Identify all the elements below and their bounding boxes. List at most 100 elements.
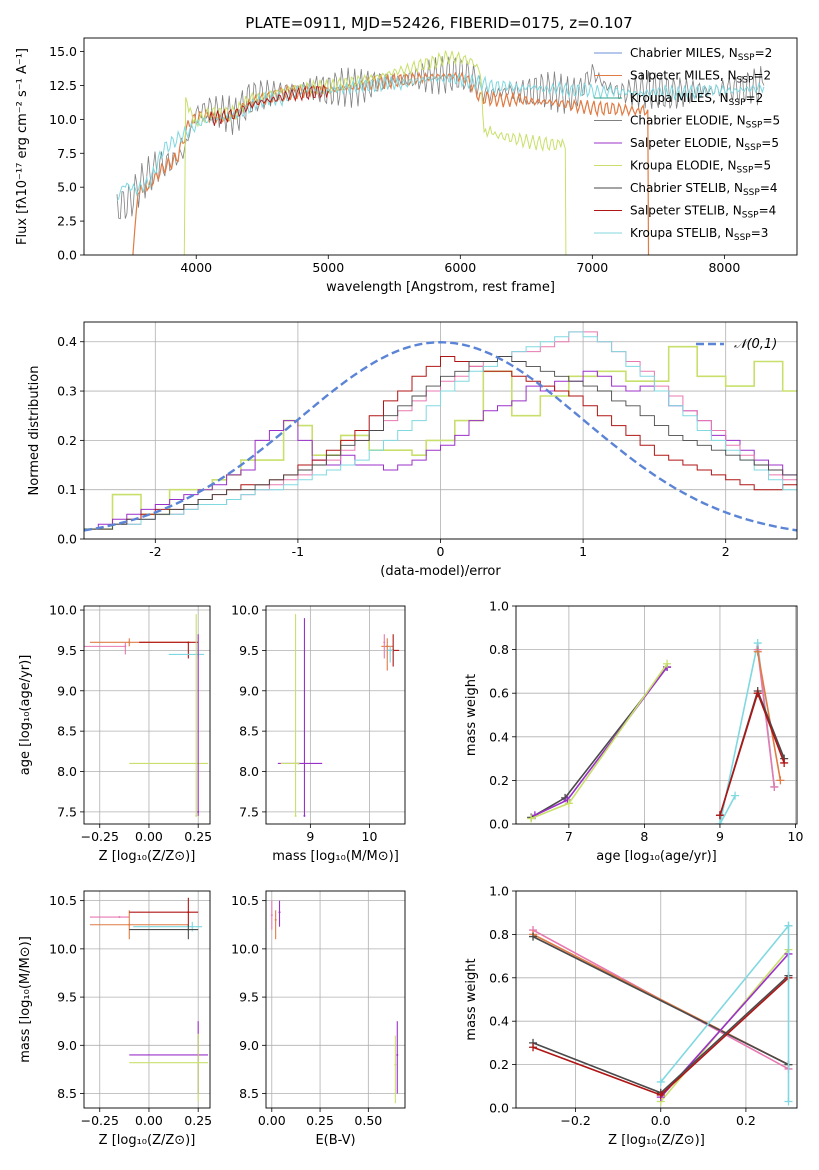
x-axis-label: Z [log₁₀(Z/Z⊙)] (99, 849, 196, 864)
x-tick-label: 0.0 (651, 1113, 671, 1128)
series-line (719, 642, 776, 824)
data-marker (770, 782, 779, 791)
legend-sub: SSP (746, 121, 763, 131)
y-tick-label: 0.1 (57, 482, 77, 497)
y-tick-label: 2.5 (57, 214, 77, 229)
histogram-step (84, 331, 797, 530)
y-tick-label: 8.5 (239, 1086, 259, 1101)
y-axis-label: mass [log₁₀(M/M⊙)] (18, 936, 33, 1063)
data-marker (784, 921, 793, 930)
x-axis-label: (data-model)/error (380, 564, 501, 579)
y-tick-label: 0.0 (489, 817, 509, 832)
weight-vs-z-panel: −0.2 0.0 0.2 0.0 0.2 0.4 0.6 0.8 1.0 Z [log₁₀(Z/Z… (464, 884, 798, 1148)
y-tick-label: 0.2 (489, 1057, 509, 1072)
axes-frame (515, 890, 798, 1109)
data-point (294, 814, 297, 817)
axes-frame (83, 605, 211, 825)
legend-name: Kroupa MILES, N (630, 91, 729, 105)
legend-name: Salpeter MILES, N (630, 69, 737, 83)
data-marker (527, 814, 536, 823)
y-tick-label: 1.0 (489, 599, 509, 614)
x-tick-label: 0.25 (184, 1113, 212, 1128)
y-tick-label: 10.5 (231, 893, 259, 908)
data-point (303, 814, 306, 817)
data-marker (753, 647, 762, 656)
plot-area (84, 331, 797, 532)
x-tick-label: 10 (362, 829, 378, 844)
legend-label: 𝒩(0,1) (734, 337, 777, 352)
legend-sub: SSP (729, 98, 746, 108)
y-tick-label: 10.5 (49, 893, 77, 908)
x-tick-label: 2 (722, 544, 730, 559)
plot-area (527, 639, 789, 824)
data-point (278, 911, 281, 914)
series-line (532, 935, 789, 1066)
y-axis-label: mass weight (464, 958, 479, 1040)
x-tick-label: 1 (579, 544, 587, 559)
y-tick-label: 9.5 (239, 643, 259, 658)
legend-label: Chabrier MILES, NSSP=2 (630, 46, 772, 63)
data-point (297, 762, 300, 765)
legend-name: Salpeter ELODIE, N (630, 136, 744, 150)
x-tick-label: -1 (292, 544, 304, 559)
series-line (756, 649, 776, 787)
y-tick-label: 8.0 (57, 764, 77, 779)
x-axis-label: age [log₁₀(age/yr)] (596, 849, 717, 864)
data-marker (780, 758, 789, 767)
data-marker (776, 776, 785, 785)
y-axis-label: Normed distribution (27, 366, 42, 496)
y-axis-label: mass weight (464, 674, 479, 756)
plot-area (277, 614, 400, 817)
data-point (270, 914, 273, 917)
y-tick-label: 7.5 (57, 146, 77, 161)
legend-sub: SSP (742, 211, 759, 221)
x-tick-label: 9 (716, 829, 724, 844)
y-tick-label: 5.0 (57, 180, 77, 195)
legend-suffix: =3 (751, 226, 769, 240)
x-axis-label: Z [log₁₀(Z/Z⊙)] (608, 1133, 705, 1148)
y-tick-label: 0.4 (489, 729, 509, 744)
histogram-step (84, 356, 797, 530)
data-marker (564, 799, 573, 808)
legend-name: Chabrier STELIB, N (630, 181, 743, 195)
y-tick-label: 0.6 (489, 686, 509, 701)
y-tick-label: 0.4 (57, 334, 77, 349)
spectrum-line (208, 83, 329, 126)
y-tick-label: 0.0 (489, 1101, 509, 1116)
y-tick-label: 0.6 (489, 970, 509, 985)
y-tick-label: 9.0 (57, 1038, 77, 1053)
x-tick-label: 0.00 (135, 829, 163, 844)
data-marker (715, 811, 724, 820)
axes-frame (83, 321, 798, 540)
data-point (394, 1063, 397, 1066)
x-tick-label: −0.2 (560, 1113, 590, 1128)
x-tick-label: 0.2 (736, 1113, 756, 1128)
weight-vs-age-panel: 7 8 9 10 0.0 0.2 0.4 0.6 0.8 1.0 age [log₁₀(age/yr… (464, 599, 803, 865)
plot-area (89, 897, 209, 1102)
data-point (128, 641, 131, 644)
x-tick-label: 9 (306, 829, 314, 844)
series-line (530, 663, 668, 820)
x-tick-label: 4000 (180, 260, 212, 275)
x-tick-label: 0 (437, 544, 445, 559)
data-point (386, 645, 389, 648)
data-point (187, 911, 190, 914)
y-tick-label: 9.5 (239, 990, 259, 1005)
x-tick-label: 0.25 (306, 1113, 334, 1128)
y-tick-label: 10.0 (49, 112, 77, 127)
y-tick-label: 9.5 (57, 990, 77, 1005)
legend-label: Kroupa ELODIE, NSSP=5 (630, 159, 771, 176)
series-line (719, 795, 736, 824)
axes-frame (83, 37, 798, 256)
data-point (389, 649, 392, 652)
y-tick-label: 8.5 (57, 724, 77, 739)
y-tick-label: 12.5 (49, 78, 77, 93)
legend-suffix: =5 (753, 159, 771, 173)
data-point (124, 645, 127, 648)
y-tick-label: 0.2 (489, 773, 509, 788)
legend-label: Salpeter STELIB, NSSP=4 (630, 204, 776, 221)
y-tick-label: 9.5 (57, 643, 77, 658)
x-axis-label: wavelength [Angstrom, rest frame] (326, 280, 555, 295)
x-tick-label: 6000 (444, 260, 476, 275)
